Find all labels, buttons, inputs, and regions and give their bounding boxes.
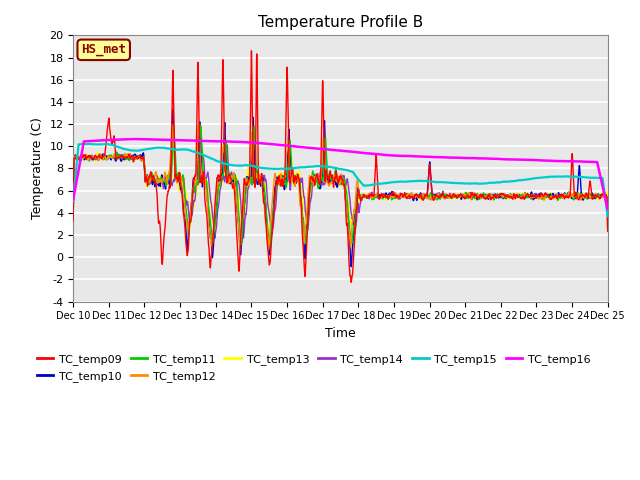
- TC_temp13: [298, 179, 305, 184]
- TC_temp15: [298, 164, 305, 170]
- TC_temp10: [69, 217, 77, 223]
- TC_temp14: [594, 192, 602, 197]
- TC_temp15: [131, 148, 138, 154]
- TC_temp16: [131, 136, 138, 142]
- TC_temp13: [594, 194, 602, 200]
- Line: TC_temp12: TC_temp12: [73, 124, 608, 250]
- Line: TC_temp15: TC_temp15: [73, 144, 608, 216]
- TC_temp09: [604, 228, 612, 234]
- Line: TC_temp10: TC_temp10: [73, 109, 608, 267]
- TC_temp11: [298, 203, 305, 209]
- TC_temp09: [275, 177, 282, 182]
- TC_temp11: [69, 217, 77, 223]
- TC_temp10: [298, 202, 305, 207]
- TC_temp16: [536, 157, 543, 163]
- TC_temp11: [266, 242, 274, 248]
- TC_temp13: [275, 170, 282, 176]
- TC_temp15: [593, 175, 601, 181]
- TC_temp14: [536, 192, 544, 197]
- TC_temp09: [594, 193, 602, 199]
- TC_temp10: [536, 193, 544, 199]
- TC_temp12: [236, 247, 244, 253]
- TC_temp16: [162, 137, 170, 143]
- TC_temp09: [298, 210, 305, 216]
- TC_temp13: [536, 195, 544, 201]
- TC_temp09: [69, 217, 77, 223]
- TC_temp09: [248, 48, 255, 54]
- TC_temp14: [604, 227, 612, 232]
- TC_temp15: [275, 166, 282, 172]
- TC_temp10: [275, 179, 282, 185]
- Line: TC_temp16: TC_temp16: [73, 139, 608, 209]
- TC_temp16: [69, 197, 77, 203]
- X-axis label: Time: Time: [325, 327, 356, 340]
- TC_temp11: [162, 181, 170, 187]
- TC_temp12: [275, 176, 282, 181]
- TC_temp15: [86, 141, 94, 147]
- TC_temp10: [594, 193, 602, 199]
- TC_temp15: [69, 198, 77, 204]
- TC_temp11: [536, 195, 544, 201]
- TC_temp13: [251, 134, 259, 140]
- TC_temp15: [536, 175, 543, 180]
- Title: Temperature Profile B: Temperature Profile B: [258, 15, 423, 30]
- TC_temp11: [604, 227, 612, 232]
- TC_temp12: [69, 217, 77, 223]
- TC_temp14: [211, 235, 219, 241]
- TC_temp09: [536, 194, 544, 200]
- TC_temp11: [594, 192, 602, 198]
- TC_temp12: [298, 207, 305, 213]
- TC_temp12: [594, 193, 602, 199]
- Y-axis label: Temperature (C): Temperature (C): [31, 118, 44, 219]
- TC_temp10: [604, 228, 612, 233]
- TC_temp09: [131, 156, 138, 162]
- TC_temp14: [69, 217, 77, 223]
- TC_temp16: [134, 136, 141, 142]
- TC_temp14: [275, 175, 282, 180]
- TC_temp13: [69, 216, 77, 222]
- TC_temp16: [593, 160, 601, 166]
- TC_temp12: [536, 196, 544, 202]
- TC_temp09: [162, 211, 170, 216]
- TC_temp13: [604, 224, 612, 230]
- TC_temp10: [131, 153, 138, 158]
- TC_temp16: [275, 142, 282, 148]
- Legend: TC_temp09, TC_temp10, TC_temp11, TC_temp12, TC_temp13, TC_temp14, TC_temp15, TC_: TC_temp09, TC_temp10, TC_temp11, TC_temp…: [33, 350, 595, 386]
- TC_temp14: [298, 180, 305, 185]
- TC_temp14: [131, 155, 138, 160]
- TC_temp11: [275, 178, 282, 184]
- TC_temp10: [348, 264, 355, 270]
- Text: HS_met: HS_met: [81, 43, 126, 56]
- TC_temp12: [162, 173, 170, 179]
- TC_temp14: [162, 174, 170, 180]
- TC_temp11: [197, 123, 205, 129]
- TC_temp09: [348, 279, 355, 285]
- TC_temp15: [604, 214, 612, 219]
- TC_temp16: [604, 206, 612, 212]
- TC_temp16: [298, 144, 305, 150]
- TC_temp12: [604, 228, 612, 233]
- Line: TC_temp14: TC_temp14: [73, 145, 608, 238]
- TC_temp10: [162, 183, 170, 189]
- TC_temp14: [223, 142, 231, 148]
- TC_temp13: [131, 156, 138, 162]
- TC_temp13: [162, 180, 170, 186]
- TC_temp15: [162, 145, 170, 151]
- TC_temp11: [131, 155, 138, 160]
- TC_temp13: [267, 235, 275, 241]
- Line: TC_temp13: TC_temp13: [73, 137, 608, 238]
- TC_temp12: [131, 154, 138, 159]
- TC_temp12: [168, 121, 176, 127]
- Line: TC_temp11: TC_temp11: [73, 126, 608, 245]
- Line: TC_temp09: TC_temp09: [73, 51, 608, 282]
- TC_temp10: [169, 106, 177, 112]
